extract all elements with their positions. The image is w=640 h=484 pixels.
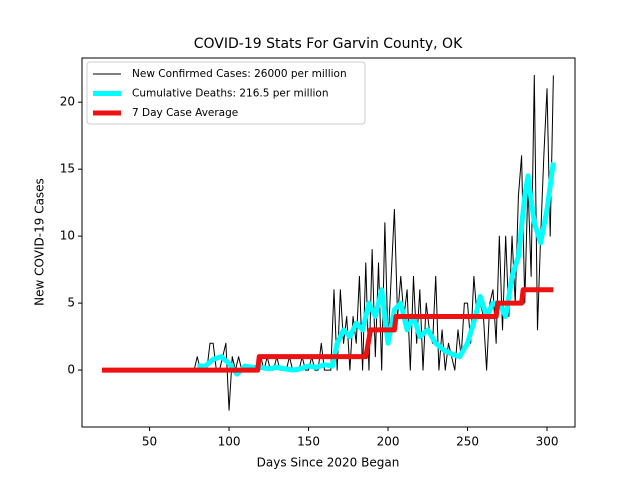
legend-label: New Confirmed Cases: 26000 per million: [132, 68, 347, 80]
legend-label: Cumulative Deaths: 216.5 per million: [132, 88, 329, 100]
x-tick-label: 250: [456, 435, 479, 449]
x-tick-label: 100: [218, 435, 241, 449]
plot-frame: [81, 57, 576, 428]
x-tick-label: 50: [142, 435, 157, 449]
y-tick-label: 10: [60, 229, 75, 243]
x-tick-label: 150: [297, 435, 320, 449]
x-axis-label: Days Since 2020 Began: [257, 456, 400, 470]
data-line: [101, 287, 554, 373]
legend-box: [86, 61, 366, 125]
chart-title: COVID-19 Stats For Garvin County, OK: [194, 36, 463, 52]
data-line: [197, 162, 556, 377]
y-axis-label: New COVID-19 Cases: [33, 178, 47, 306]
y-tick-label: 15: [60, 162, 75, 176]
legend-label: 7 Day Case Average: [132, 107, 238, 119]
x-tick-label: 200: [377, 435, 400, 449]
y-tick-label: 5: [67, 296, 75, 310]
y-tick-label: 0: [67, 363, 75, 377]
x-tick-label: 300: [536, 435, 559, 449]
y-tick-label: 20: [60, 95, 75, 109]
